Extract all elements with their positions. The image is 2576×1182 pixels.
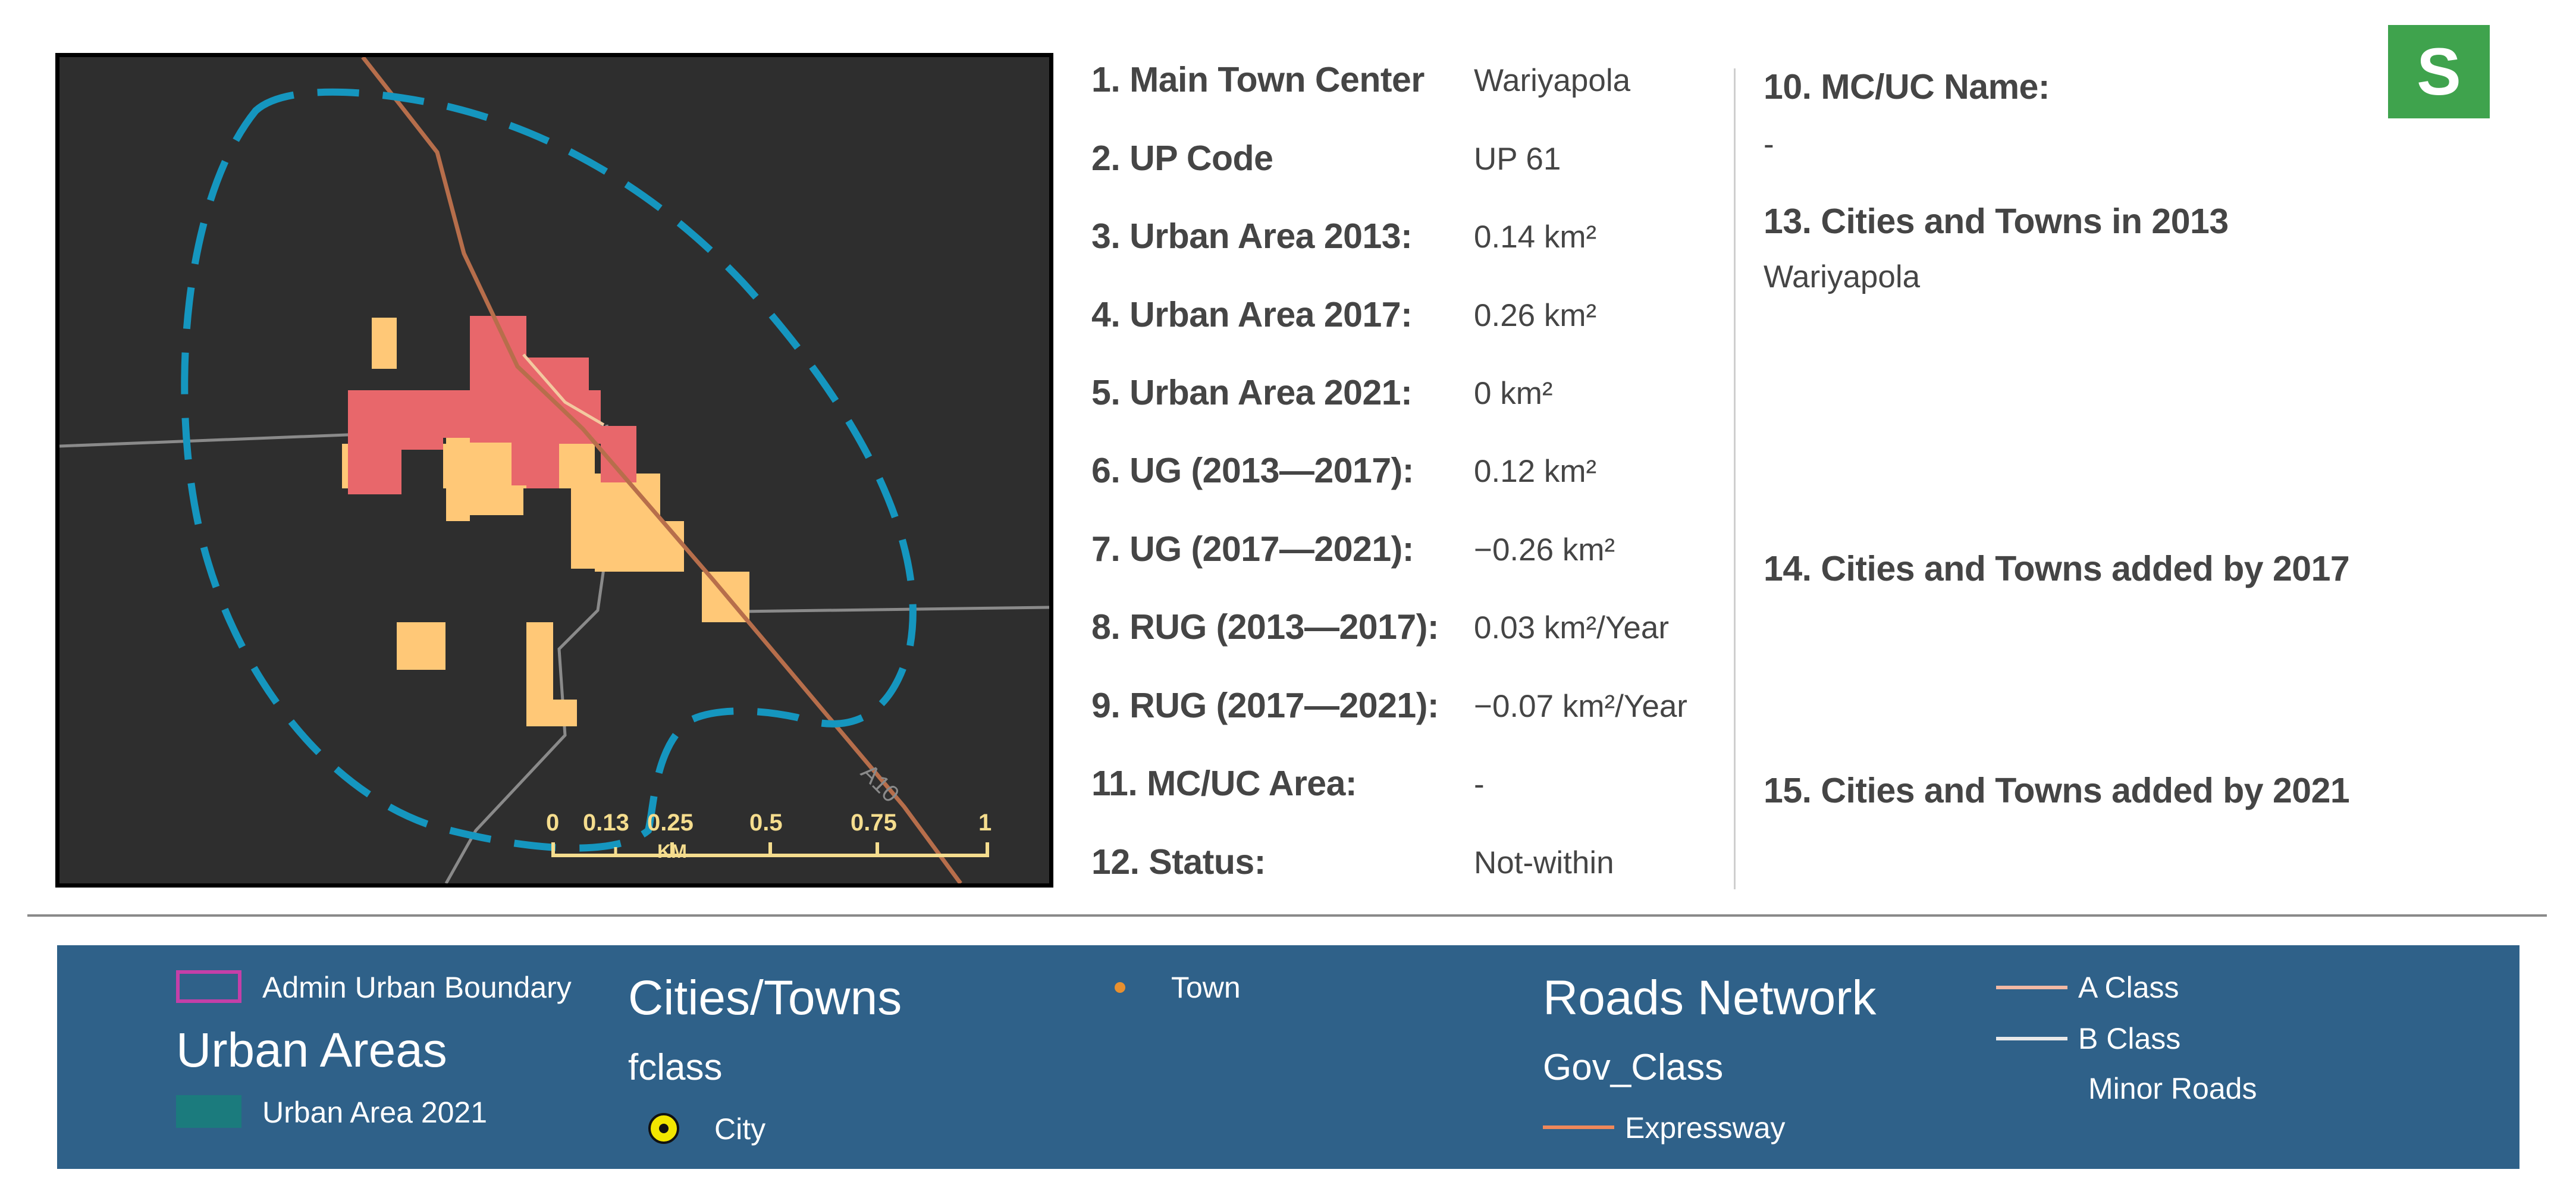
status-badge: S bbox=[2388, 25, 2490, 118]
info-label-up-code: 2. UP Code bbox=[1091, 139, 1273, 178]
info-label-status: 12. Status: bbox=[1091, 842, 1266, 882]
scale-tick-5: 1 bbox=[978, 810, 992, 836]
info-label-ug-2013-2017: 6. UG (2013—2017): bbox=[1091, 451, 1414, 490]
a-class-line-icon bbox=[1996, 986, 2067, 989]
cities-2017-label: 14. Cities and Towns added by 2017 bbox=[1764, 549, 2350, 588]
scale-tick-0: 0 bbox=[546, 810, 559, 836]
urban-area-2013 bbox=[348, 316, 636, 494]
info-label-ug-2017-2021: 7. UG (2017—2021): bbox=[1091, 529, 1414, 569]
info-value-rug-2017-2021: −0.07 km²/Year bbox=[1474, 689, 1687, 724]
town-icon bbox=[1115, 982, 1125, 993]
legend-city: City bbox=[714, 1112, 766, 1146]
info-value-main-town: Wariyapola bbox=[1474, 63, 1631, 98]
cities-2021-label: 15. Cities and Towns added by 2021 bbox=[1764, 771, 2350, 810]
info-label-rug-2017-2021: 9. RUG (2017—2021): bbox=[1091, 686, 1439, 725]
cities-2013-label: 13. Cities and Towns in 2013 bbox=[1764, 202, 2229, 241]
mcuc-name-value: - bbox=[1764, 127, 1774, 162]
info-value-urban-2021: 0 km² bbox=[1474, 376, 1553, 411]
info-label-mcuc-area: 11. MC/UC Area: bbox=[1091, 764, 1357, 803]
map-panel[interactable]: A10 0 0.13 0.25 0.5 0.75 1 KM bbox=[55, 53, 1053, 888]
info-value-urban-2013: 0.14 km² bbox=[1474, 220, 1597, 255]
column-divider bbox=[1734, 68, 1736, 889]
legend-cities-title: Cities/Towns bbox=[628, 971, 902, 1025]
info-value-ug-2017-2021: −0.26 km² bbox=[1474, 532, 1615, 568]
legend-fclass: fclass bbox=[628, 1047, 723, 1088]
admin-boundary-swatch bbox=[176, 970, 241, 1003]
legend-minor-roads: Minor Roads bbox=[2088, 1072, 2257, 1105]
legend-roads-title: Roads Network bbox=[1543, 971, 1877, 1025]
scale-tick-3: 0.5 bbox=[749, 810, 783, 836]
expressway-line-icon bbox=[1543, 1125, 1614, 1129]
scale-tick-4: 0.75 bbox=[851, 810, 897, 836]
legend-a-class: A Class bbox=[2078, 971, 2179, 1004]
legend-b-class: B Class bbox=[2078, 1022, 2181, 1055]
info-value-ug-2013-2017: 0.12 km² bbox=[1474, 454, 1597, 489]
info-label-urban-2017: 4. Urban Area 2017: bbox=[1091, 295, 1413, 334]
info-label-rug-2013-2017: 8. RUG (2013—2017): bbox=[1091, 607, 1439, 647]
info-value-status: Not-within bbox=[1474, 845, 1614, 880]
map-legend: Admin Urban Boundary Urban Areas Urban A… bbox=[57, 945, 2519, 1169]
city-icon bbox=[648, 1113, 679, 1144]
scale-unit: KM bbox=[657, 841, 687, 862]
info-value-up-code: UP 61 bbox=[1474, 142, 1561, 177]
info-label-urban-2013: 3. Urban Area 2013: bbox=[1091, 217, 1413, 256]
map-canvas: A10 0 0.13 0.25 0.5 0.75 1 KM bbox=[59, 57, 1049, 883]
legend-gov-class: Gov_Class bbox=[1543, 1047, 1724, 1088]
b-class-line-icon bbox=[1996, 1037, 2067, 1040]
mcuc-name-label: 10. MC/UC Name: bbox=[1764, 67, 2050, 106]
info-label-main-town: 1. Main Town Center bbox=[1091, 60, 1425, 99]
admin-urban-boundary bbox=[181, 88, 917, 852]
legend-urban-area-2021: Urban Area 2021 bbox=[262, 1096, 488, 1129]
info-value-urban-2017: 0.26 km² bbox=[1474, 298, 1597, 333]
cities-2013-value: Wariyapola bbox=[1764, 259, 1921, 294]
b-class-road bbox=[522, 353, 605, 427]
a-class-road bbox=[361, 57, 962, 883]
info-value-rug-2013-2017: 0.03 km²/Year bbox=[1474, 610, 1669, 645]
info-value-mcuc-area: - bbox=[1474, 767, 1485, 802]
scale-bar bbox=[551, 842, 989, 857]
legend-expressway: Expressway bbox=[1625, 1111, 1786, 1145]
section-divider bbox=[27, 914, 2547, 917]
legend-town: Town bbox=[1171, 971, 1241, 1004]
scale-tick-2: 0.25 bbox=[647, 810, 694, 836]
minor-road-east bbox=[740, 606, 1049, 613]
legend-admin-boundary: Admin Urban Boundary bbox=[262, 971, 572, 1004]
legend-urban-areas-title: Urban Areas bbox=[176, 1023, 447, 1077]
info-label-urban-2021: 5. Urban Area 2021: bbox=[1091, 373, 1413, 412]
urban-area-2021-swatch bbox=[176, 1095, 241, 1128]
scale-tick-1: 0.13 bbox=[583, 810, 629, 836]
